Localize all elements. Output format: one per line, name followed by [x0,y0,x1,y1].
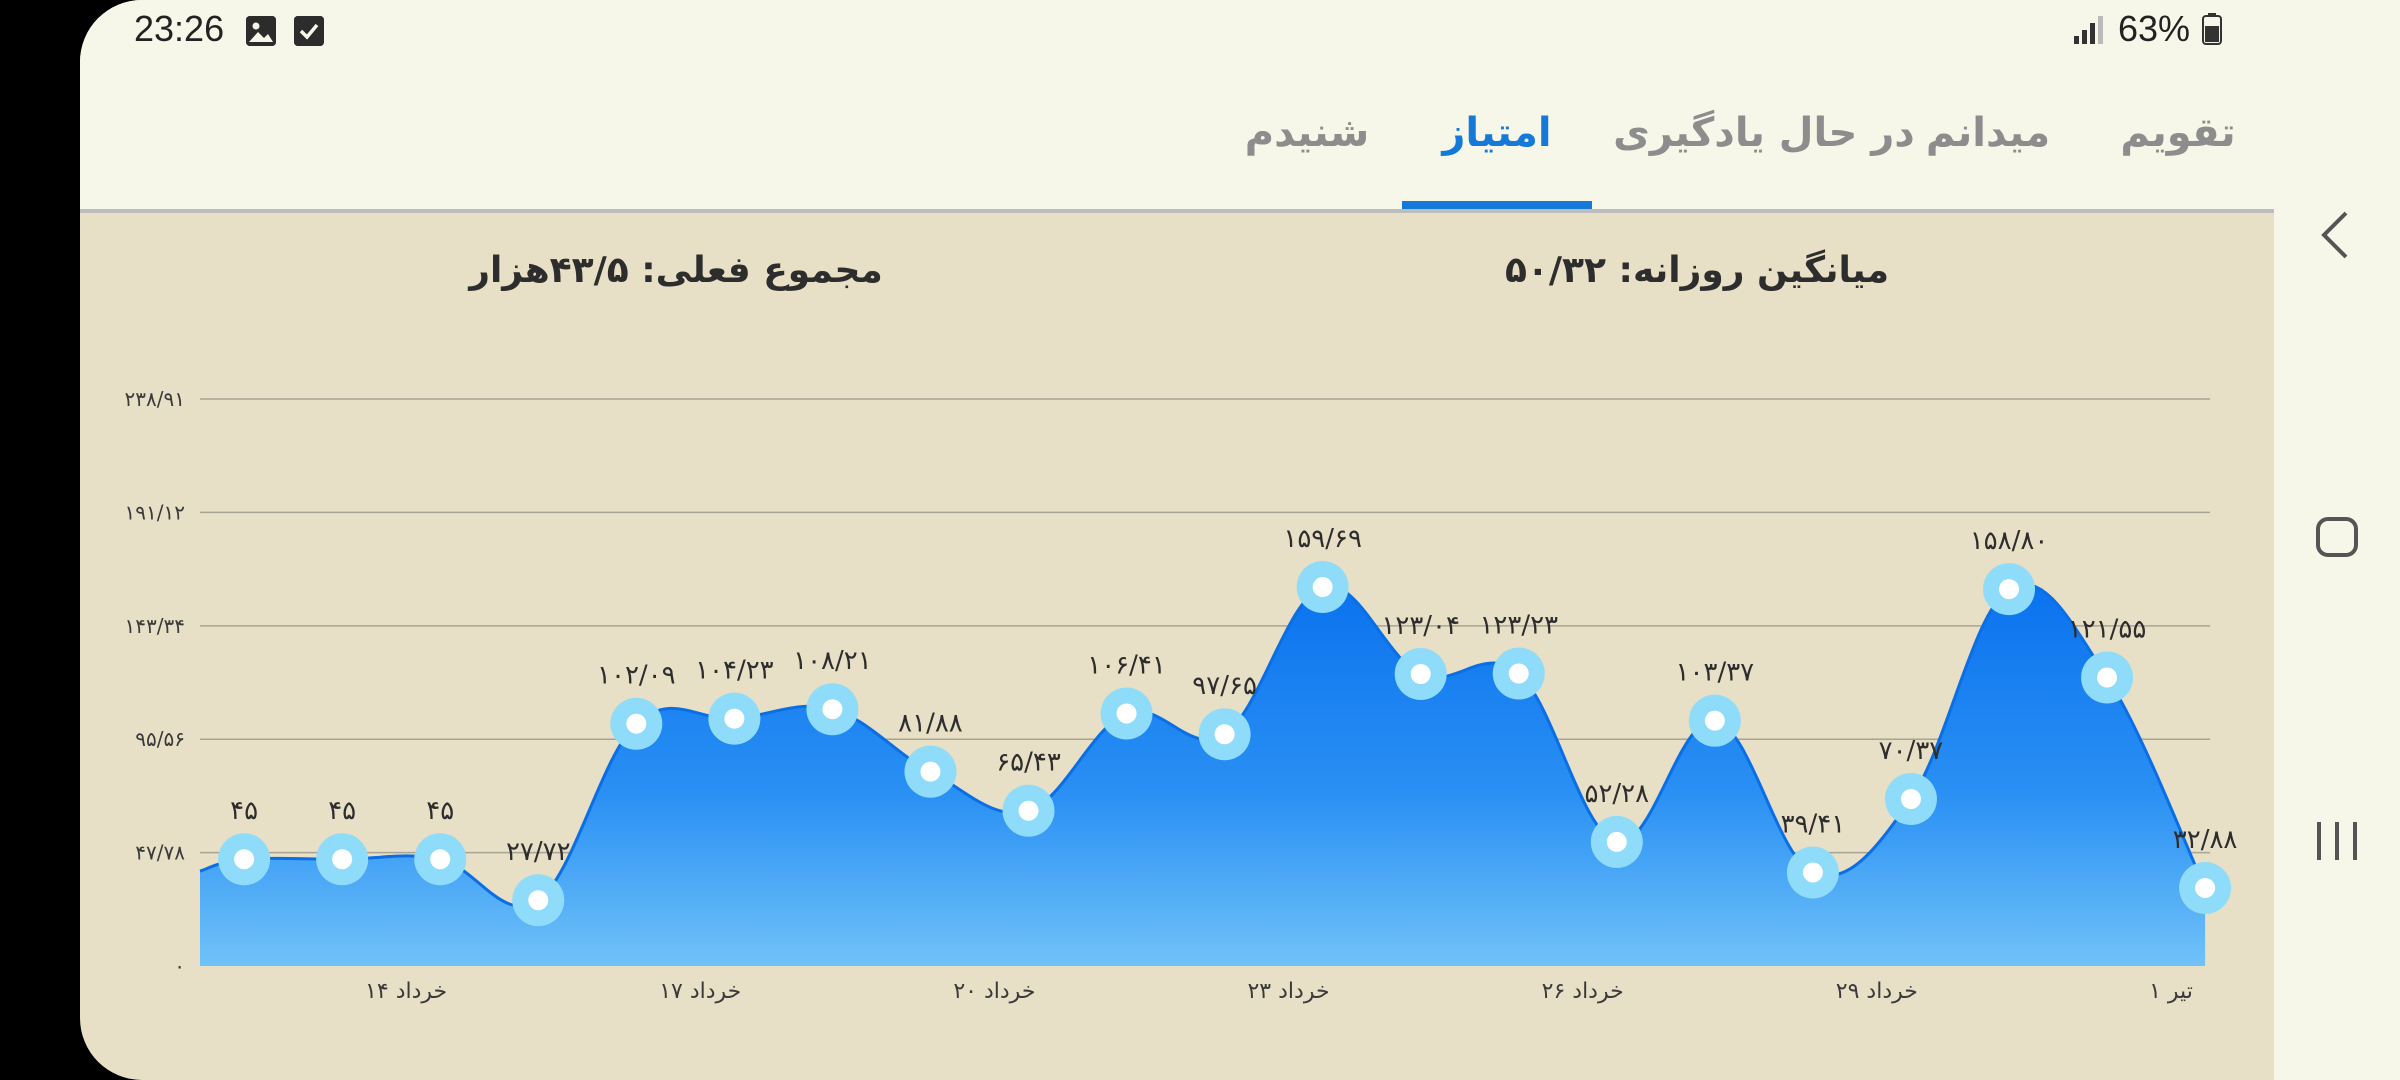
data-point [1704,710,1725,731]
current-total: مجموع فعلی: ۴۳/۵هزار [469,250,883,291]
data-point [234,849,255,870]
data-point [2097,667,2118,688]
header-divider [80,209,2274,213]
y-tick-label: ۲۳۸/۹۱ [125,387,185,411]
back-button[interactable] [2274,185,2400,285]
data-point [1508,663,1529,684]
battery-text: 63% [2117,8,2190,49]
tab-learning[interactable]: در حال یادگیری [1613,110,1915,156]
data-label: ۴۵ [328,796,356,826]
data-label: ۱۲۳/۲۳ [1479,611,1558,641]
signal-icon [2073,16,2103,44]
data-point [1999,579,2019,600]
checkbox-icon [294,16,324,46]
system-nav-bar [2274,0,2400,1080]
data-label: ۱۲۱/۵۵ [2068,615,2147,645]
data-label: ۳۹/۴۱ [1781,809,1846,839]
app-screen: 23:26 63% [80,0,2274,1080]
home-square-icon [2316,517,2358,557]
recents-lines-icon [2317,822,2357,860]
data-point [528,890,549,911]
data-label: ۱۰۳/۳۷ [1676,658,1755,688]
x-tick-label: ۲۶ خرداد [1542,979,1624,1004]
x-tick-label: ۱ تیر [2149,979,2193,1004]
data-label: ۴۵ [230,796,258,826]
data-point [1606,831,1627,852]
data-label: ۴۵ [426,796,454,826]
y-tick-label: ۴۷/۷۸ [135,841,185,865]
data-label: ۵۲/۲۸ [1584,779,1649,809]
data-point [724,708,745,729]
data-point [1900,788,1921,809]
data-label: ۲۷/۷۲ [506,837,571,867]
header: 23:26 63% [80,0,2274,209]
tab-heard[interactable]: شنیدم [1244,110,1370,156]
data-point [2195,877,2216,898]
daily-average: میانگین روزانه: ۵۰/۳۲ [1504,250,1890,291]
data-point [822,699,843,720]
x-tick-label: ۱۴ خرداد [365,979,447,1004]
status-time: 23:26 [134,8,225,49]
y-tick-label: ۱۹۱/۱۲ [125,500,185,524]
data-point [1018,800,1039,821]
data-point [1802,862,1823,883]
data-point [430,849,451,870]
y-tick-label: ۹۵/۵۶ [135,727,185,751]
y-tick-label: ۱۴۳/۳۴ [125,614,185,638]
back-chevron-icon [2321,211,2348,259]
y-tick-label: ۰ [174,954,185,978]
data-point [920,761,941,782]
status-right: 63% [2072,8,2222,50]
x-tick-label: ۲۹ خرداد [1836,979,1918,1004]
score-area [200,584,2206,966]
data-label: ۱۲۳/۰۴ [1381,611,1460,641]
data-label: ۱۵۹/۶۹ [1283,524,1362,554]
data-label: ۸۱/۸۸ [898,709,963,739]
home-button[interactable] [2274,487,2400,587]
data-label: ۱۰۲/۰۹ [597,661,676,691]
data-label: ۷۰/۳۷ [1879,736,1944,766]
data-label: ۱۵۸/۸۰ [1970,526,2049,556]
data-point [1410,663,1431,684]
data-point [332,849,353,870]
data-point [1214,724,1235,745]
data-label: ۶۵/۴۳ [996,748,1061,778]
data-point [626,713,647,734]
data-label: ۳۲/۸۸ [2173,825,2238,855]
data-point [1312,577,1333,598]
data-label: ۹۷/۶۵ [1192,671,1257,701]
tab-score[interactable]: امتیاز [1442,110,1552,156]
recents-button[interactable] [2274,790,2400,890]
gallery-icon [246,16,276,46]
battery-icon [2202,13,2222,45]
active-tab-indicator [1402,201,1592,209]
data-label: ۱۰۶/۴۱ [1087,650,1166,680]
data-label: ۱۰۴/۲۳ [695,656,774,686]
x-tick-label: ۲۳ خرداد [1247,979,1329,1004]
tab-know[interactable]: میدانم [1925,110,2051,156]
x-tick-label: ۲۰ خرداد [953,979,1035,1004]
data-label: ۱۰۸/۲۱ [793,646,872,676]
data-point [1116,703,1137,724]
x-tick-label: ۱۷ خرداد [659,979,741,1004]
score-chart: ۴۵ ۴۵ ۴۵ ۲۷/۷۲ ۱۰۲/۰۹ ۱۰۴/۲۳ ۱۰۸/۲۱ ۸۱/۸۸ ۶۵/۴۳ ۱… [125,387,2238,1004]
tab-calendar[interactable]: تقویم [2120,110,2236,156]
